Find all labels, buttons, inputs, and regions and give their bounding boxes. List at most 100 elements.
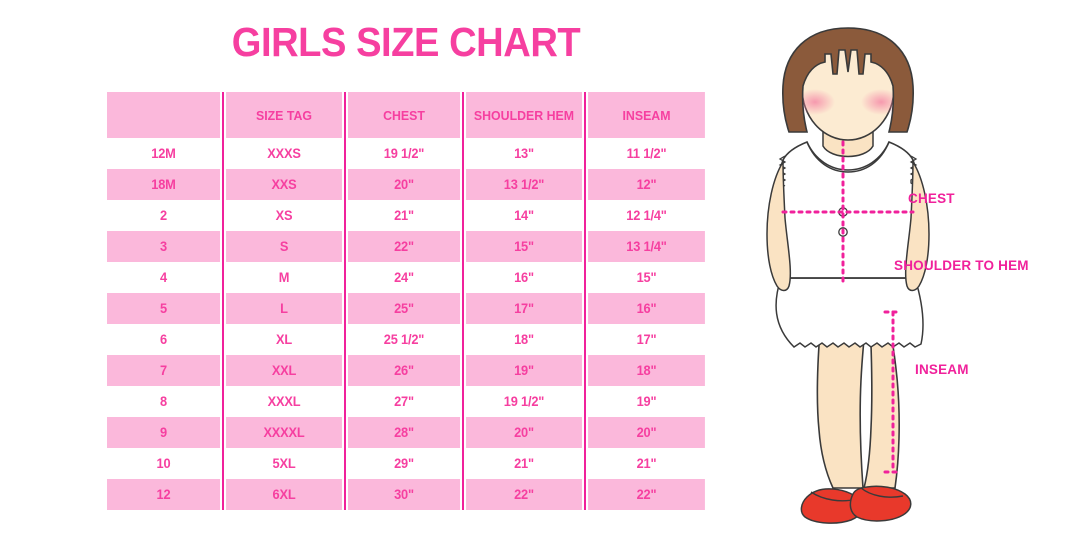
cell-size: 8 bbox=[106, 386, 221, 417]
table-row: 7 XXL 26" 19" 18" bbox=[104, 355, 708, 386]
table-row: 4 M 24" 16" 15" bbox=[104, 262, 708, 293]
cell-size-tag: XXXXL bbox=[226, 417, 342, 448]
cell-chest: 21" bbox=[347, 200, 461, 231]
cell-inseam: 11 1/2" bbox=[588, 138, 705, 169]
table-header-row: SIZE TAG CHEST SHOULDER HEM INSEAM bbox=[104, 92, 708, 138]
column-divider-4 bbox=[584, 92, 586, 510]
cell-size: 5 bbox=[106, 293, 221, 324]
cell-shoulder-hem: 18" bbox=[466, 324, 582, 355]
cell-size-tag: 5XL bbox=[226, 448, 342, 479]
cell-inseam: 21" bbox=[588, 448, 705, 479]
skirt bbox=[775, 277, 924, 348]
shoes bbox=[800, 485, 912, 524]
girl-figure-illustration bbox=[745, 20, 1090, 540]
column-header-shoulder-hem: SHOULDER HEM bbox=[466, 92, 582, 138]
cell-size-tag: XL bbox=[226, 324, 342, 355]
table-row: 12 6XL 30" 22" 22" bbox=[104, 479, 708, 510]
table-row: 5 L 25" 17" 16" bbox=[104, 293, 708, 324]
cell-chest: 24" bbox=[347, 262, 461, 293]
cell-inseam: 13 1/4" bbox=[588, 231, 705, 262]
cell-chest: 28" bbox=[347, 417, 461, 448]
cell-size: 3 bbox=[106, 231, 221, 262]
girl-figure-svg bbox=[766, 27, 930, 524]
cell-shoulder-hem: 14" bbox=[466, 200, 582, 231]
hair bbox=[782, 27, 914, 133]
page-title: GIRLS SIZE CHART bbox=[231, 19, 581, 65]
cell-size-tag: XXL bbox=[226, 355, 342, 386]
cell-size: 6 bbox=[106, 324, 221, 355]
cell-size-tag: 6XL bbox=[226, 479, 342, 510]
cell-shoulder-hem: 13 1/2" bbox=[466, 169, 582, 200]
cell-size-tag: XXXS bbox=[226, 138, 342, 169]
cell-chest: 25" bbox=[347, 293, 461, 324]
cell-shoulder-hem: 16" bbox=[466, 262, 582, 293]
measurement-guides bbox=[781, 140, 915, 474]
table-row: 12M XXXS 19 1/2" 13" 11 1/2" bbox=[104, 138, 708, 169]
column-header-chest: CHEST bbox=[347, 92, 461, 138]
cell-inseam: 20" bbox=[588, 417, 705, 448]
cell-inseam: 18" bbox=[588, 355, 705, 386]
cell-size-tag: XXS bbox=[226, 169, 342, 200]
cell-size-tag: S bbox=[226, 231, 342, 262]
cell-shoulder-hem: 15" bbox=[466, 231, 582, 262]
column-header-inseam: INSEAM bbox=[588, 92, 705, 138]
cell-inseam: 12" bbox=[588, 169, 705, 200]
blush-right bbox=[861, 89, 901, 115]
table-header: SIZE TAG CHEST SHOULDER HEM INSEAM bbox=[104, 92, 708, 138]
cell-size: 9 bbox=[106, 417, 221, 448]
table-row: 18M XXS 20" 13 1/2" 12" bbox=[104, 169, 708, 200]
cell-size: 4 bbox=[106, 262, 221, 293]
cell-chest: 27" bbox=[347, 386, 461, 417]
table-row: 9 XXXXL 28" 20" 20" bbox=[104, 417, 708, 448]
cell-size: 12M bbox=[106, 138, 221, 169]
column-divider-2 bbox=[344, 92, 346, 510]
cell-size: 10 bbox=[106, 448, 221, 479]
cell-inseam: 17" bbox=[588, 324, 705, 355]
column-header-size-tag: SIZE TAG bbox=[226, 92, 342, 138]
cell-shoulder-hem: 19 1/2" bbox=[466, 386, 582, 417]
cell-inseam: 16" bbox=[588, 293, 705, 324]
cell-shoulder-hem: 22" bbox=[466, 479, 582, 510]
table-row: 3 S 22" 15" 13 1/4" bbox=[104, 231, 708, 262]
table-body: 12M XXXS 19 1/2" 13" 11 1/2" 18M XXS 20" 13 1/2"… bbox=[104, 138, 708, 510]
cell-chest: 29" bbox=[347, 448, 461, 479]
cell-inseam: 15" bbox=[588, 262, 705, 293]
cell-size-tag: XS bbox=[226, 200, 342, 231]
cell-chest: 19 1/2" bbox=[347, 138, 461, 169]
cell-shoulder-hem: 17" bbox=[466, 293, 582, 324]
cell-chest: 26" bbox=[347, 355, 461, 386]
cell-shoulder-hem: 21" bbox=[466, 448, 582, 479]
blush-left bbox=[795, 89, 835, 115]
cell-size: 2 bbox=[106, 200, 221, 231]
table-row: 6 XL 25 1/2" 18" 17" bbox=[104, 324, 708, 355]
cell-shoulder-hem: 13" bbox=[466, 138, 582, 169]
table-row: 2 XS 21" 14" 12 1/4" bbox=[104, 200, 708, 231]
cell-size: 12 bbox=[106, 479, 221, 510]
head bbox=[782, 27, 914, 141]
table-row: 8 XXXL 27" 19 1/2" 19" bbox=[104, 386, 708, 417]
cell-size-tag: M bbox=[226, 262, 342, 293]
cell-chest: 20" bbox=[347, 169, 461, 200]
cell-chest: 30" bbox=[347, 479, 461, 510]
label-inseam: INSEAM bbox=[915, 362, 969, 377]
arms bbox=[766, 159, 930, 292]
size-chart-table: SIZE TAG CHEST SHOULDER HEM INSEAM 12M XX… bbox=[104, 92, 708, 510]
cell-shoulder-hem: 19" bbox=[466, 355, 582, 386]
cell-shoulder-hem: 20" bbox=[466, 417, 582, 448]
column-header-size bbox=[106, 92, 221, 138]
cell-size-tag: L bbox=[226, 293, 342, 324]
cell-size: 7 bbox=[106, 355, 221, 386]
label-shoulder-to-hem: SHOULDER TO HEM bbox=[894, 258, 1029, 273]
column-divider-3 bbox=[462, 92, 464, 510]
cell-chest: 22" bbox=[347, 231, 461, 262]
column-divider-1 bbox=[222, 92, 224, 510]
cell-inseam: 22" bbox=[588, 479, 705, 510]
label-chest: CHEST bbox=[908, 191, 955, 206]
cell-size-tag: XXXL bbox=[226, 386, 342, 417]
cell-chest: 25 1/2" bbox=[347, 324, 461, 355]
table-row: 10 5XL 29" 21" 21" bbox=[104, 448, 708, 479]
cell-size: 18M bbox=[106, 169, 221, 200]
cell-inseam: 19" bbox=[588, 386, 705, 417]
cell-inseam: 12 1/4" bbox=[588, 200, 705, 231]
